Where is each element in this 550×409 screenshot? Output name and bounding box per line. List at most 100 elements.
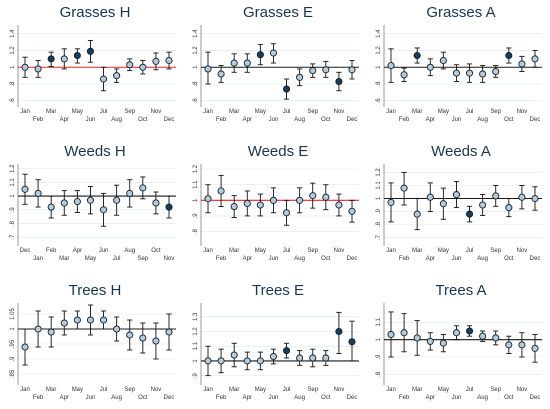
x-tick-label: Nov bbox=[334, 109, 345, 115]
error-bar-marks bbox=[21, 173, 173, 227]
estimate-point bbox=[426, 193, 434, 201]
x-tick-label: Nov bbox=[517, 387, 528, 393]
y-tick-label: 1 bbox=[376, 196, 382, 200]
estimate-point bbox=[492, 192, 500, 200]
y-tick-label: 1.2 bbox=[376, 168, 382, 177]
x-tick-label: Jun bbox=[86, 395, 96, 401]
panel-title: Trees E bbox=[252, 282, 304, 299]
y-tick-label: .8 bbox=[376, 221, 382, 227]
x-tick-label: Feb bbox=[33, 117, 44, 123]
estimate-point bbox=[113, 196, 121, 204]
estimate-point bbox=[73, 198, 81, 206]
estimate-point bbox=[465, 327, 474, 335]
estimate-point bbox=[60, 55, 68, 63]
estimate-point bbox=[230, 351, 238, 359]
y-tick-label: 1.2 bbox=[10, 46, 16, 55]
x-tick-label: May bbox=[255, 248, 266, 254]
estimate-point bbox=[165, 203, 173, 211]
x-tick-label: Apr bbox=[60, 395, 69, 401]
y-tick-labels: .8 .9 1 1.1 1.2 bbox=[193, 164, 199, 234]
estimate-point bbox=[269, 352, 278, 361]
x-tick-label: Feb bbox=[399, 117, 410, 123]
x-tick-label: Jul bbox=[100, 387, 108, 393]
x-tick-label: Mar bbox=[229, 387, 239, 393]
x-tick-label: Jun bbox=[269, 395, 279, 401]
error-bar-marks bbox=[387, 172, 539, 231]
x-tick-label: Apr bbox=[60, 117, 69, 123]
x-tick-label: Sep bbox=[307, 248, 318, 254]
estimate-point bbox=[126, 189, 134, 197]
estimate-point bbox=[296, 196, 304, 204]
x-tick-label: Jul bbox=[466, 109, 474, 115]
x-tick-label: Nov bbox=[517, 248, 528, 254]
estimate-point bbox=[256, 201, 264, 209]
x-tick-label: Oct bbox=[321, 395, 331, 401]
y-tick-label: 1.1 bbox=[193, 341, 199, 350]
x-tick-label: Jan bbox=[20, 387, 30, 393]
x-tick-label: Dec bbox=[164, 117, 175, 123]
estimate-point bbox=[139, 184, 147, 192]
y-tick-label: .9 bbox=[376, 208, 382, 214]
x-tick-label: Aug bbox=[477, 117, 488, 123]
error-bar-marks bbox=[204, 311, 356, 377]
y-tick-label: 1 bbox=[10, 65, 16, 69]
y-tick-label: 1 bbox=[376, 65, 382, 69]
x-tick-label: Jul bbox=[466, 248, 474, 254]
x-tick-label: Jul bbox=[283, 248, 291, 254]
estimate-point bbox=[60, 319, 68, 327]
estimate-point bbox=[531, 55, 539, 63]
x-tick-label: Jul bbox=[100, 109, 108, 115]
estimate-point bbox=[99, 75, 108, 83]
x-tick-label: Mar bbox=[46, 387, 56, 393]
error-bar-marks bbox=[387, 311, 539, 363]
estimate-point bbox=[126, 331, 134, 339]
estimate-point bbox=[60, 199, 68, 207]
y-tick-label: .8 bbox=[376, 81, 382, 87]
estimate-point bbox=[439, 56, 447, 65]
x-tick-label: Jul bbox=[283, 387, 291, 393]
estimate-point bbox=[139, 334, 147, 342]
x-tick-label: Jun bbox=[452, 395, 462, 401]
y-tick-label: 1.4 bbox=[376, 29, 382, 38]
estimate-point bbox=[217, 187, 225, 195]
y-tick-label: 1 bbox=[10, 194, 16, 198]
estimate-point bbox=[505, 204, 513, 212]
estimate-point bbox=[47, 328, 55, 336]
y-tick-labels: .8 .9 1 1.1 bbox=[376, 318, 382, 377]
x-tick-label: Nov bbox=[334, 387, 345, 393]
estimate-point bbox=[439, 200, 447, 208]
estimate-point bbox=[426, 337, 434, 345]
x-tick-label: Nov bbox=[334, 248, 345, 254]
x-tick-label: Jun bbox=[269, 256, 279, 262]
y-tick-label: 1.2 bbox=[193, 327, 199, 336]
y-tick-label: .9 bbox=[193, 213, 199, 219]
x-tick-label: Mar bbox=[412, 387, 422, 393]
x-tick-label: Oct bbox=[504, 256, 514, 262]
error-bar-marks bbox=[204, 43, 356, 100]
panel-title: Weeds A bbox=[431, 143, 491, 160]
y-tick-label: 1 bbox=[193, 65, 199, 69]
x-tick-label: Feb bbox=[33, 395, 44, 401]
estimate-point bbox=[269, 49, 278, 57]
estimate-point bbox=[413, 51, 421, 60]
estimate-point bbox=[309, 354, 317, 362]
x-tick-label: May bbox=[438, 109, 449, 115]
x-tick-label: Feb bbox=[216, 256, 227, 262]
estimate-point bbox=[165, 56, 173, 65]
x-tick-label: Jan bbox=[386, 387, 396, 393]
estimate-point bbox=[413, 334, 421, 342]
x-tick-label: May bbox=[72, 387, 83, 393]
y-tick-label: .8 bbox=[193, 81, 199, 87]
x-tick-label: Jan bbox=[203, 387, 213, 393]
y-tick-label: 1.2 bbox=[193, 164, 199, 173]
x-tick-label: Mar bbox=[46, 109, 56, 115]
x-tick-label: Oct bbox=[138, 117, 148, 123]
x-tick-label: Apr bbox=[426, 117, 435, 123]
estimate-point bbox=[99, 206, 108, 214]
